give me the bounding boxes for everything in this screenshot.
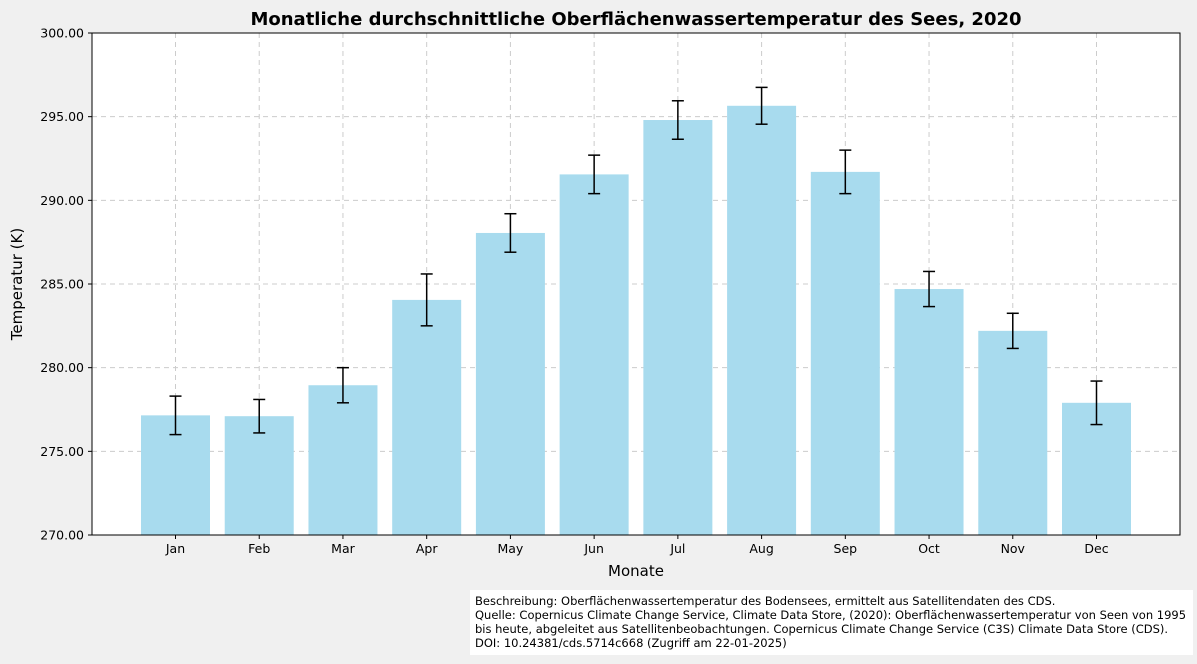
bars (141, 105, 1131, 536)
y-tick-label: 295.00 (40, 109, 84, 124)
bar-sep (810, 171, 880, 536)
bar-jun (559, 174, 629, 535)
x-tick-label-apr: Apr (416, 541, 438, 556)
caption-box: Beschreibung: Oberflächenwassertemperatu… (470, 590, 1193, 655)
bar-feb (224, 416, 294, 535)
axes: 270.00 275.00 280.00 285.00 290.00 295.00 300.… (40, 26, 1108, 557)
x-tick-label-sep: Sep (834, 541, 858, 556)
error-bars (169, 86, 1103, 436)
y-tick-label: 270.00 (40, 528, 84, 543)
y-tick-label: 300.00 (40, 26, 84, 41)
y-tick-label: 285.00 (40, 277, 84, 292)
x-tick-label-may: May (497, 541, 523, 556)
bar-jul (643, 120, 713, 535)
y-tick-label: 280.00 (40, 360, 84, 375)
bar-mar (308, 385, 378, 535)
bar-oct (894, 289, 964, 535)
x-tick-label-mar: Mar (331, 541, 355, 556)
bar-apr (392, 299, 462, 535)
x-axis-label: Monate (608, 562, 664, 580)
bar-may (475, 232, 545, 536)
x-tick-label-nov: Nov (1001, 541, 1026, 556)
x-tick-label-jan: Jan (165, 541, 185, 556)
x-tick-label-jul: Jul (669, 541, 685, 556)
caption-source: Quelle: Copernicus Climate Change Servic… (475, 608, 1187, 650)
x-tick-label-dec: Dec (1084, 541, 1108, 556)
chart-title: Monatliche durchschnittliche Oberflächen… (250, 9, 1021, 30)
x-tick-label-jun: Jun (583, 541, 604, 556)
y-tick-label: 290.00 (40, 193, 84, 208)
caption-description: Beschreibung: Oberflächenwassertemperatu… (475, 594, 1056, 608)
y-axis-label: Temperatur (K) (8, 228, 26, 341)
x-tick-label-oct: Oct (918, 541, 940, 556)
y-tick-label: 275.00 (40, 444, 84, 459)
bar-aug (727, 105, 797, 535)
bar-nov (978, 330, 1048, 535)
x-tick-label-aug: Aug (749, 541, 773, 556)
x-tick-label-feb: Feb (248, 541, 270, 556)
